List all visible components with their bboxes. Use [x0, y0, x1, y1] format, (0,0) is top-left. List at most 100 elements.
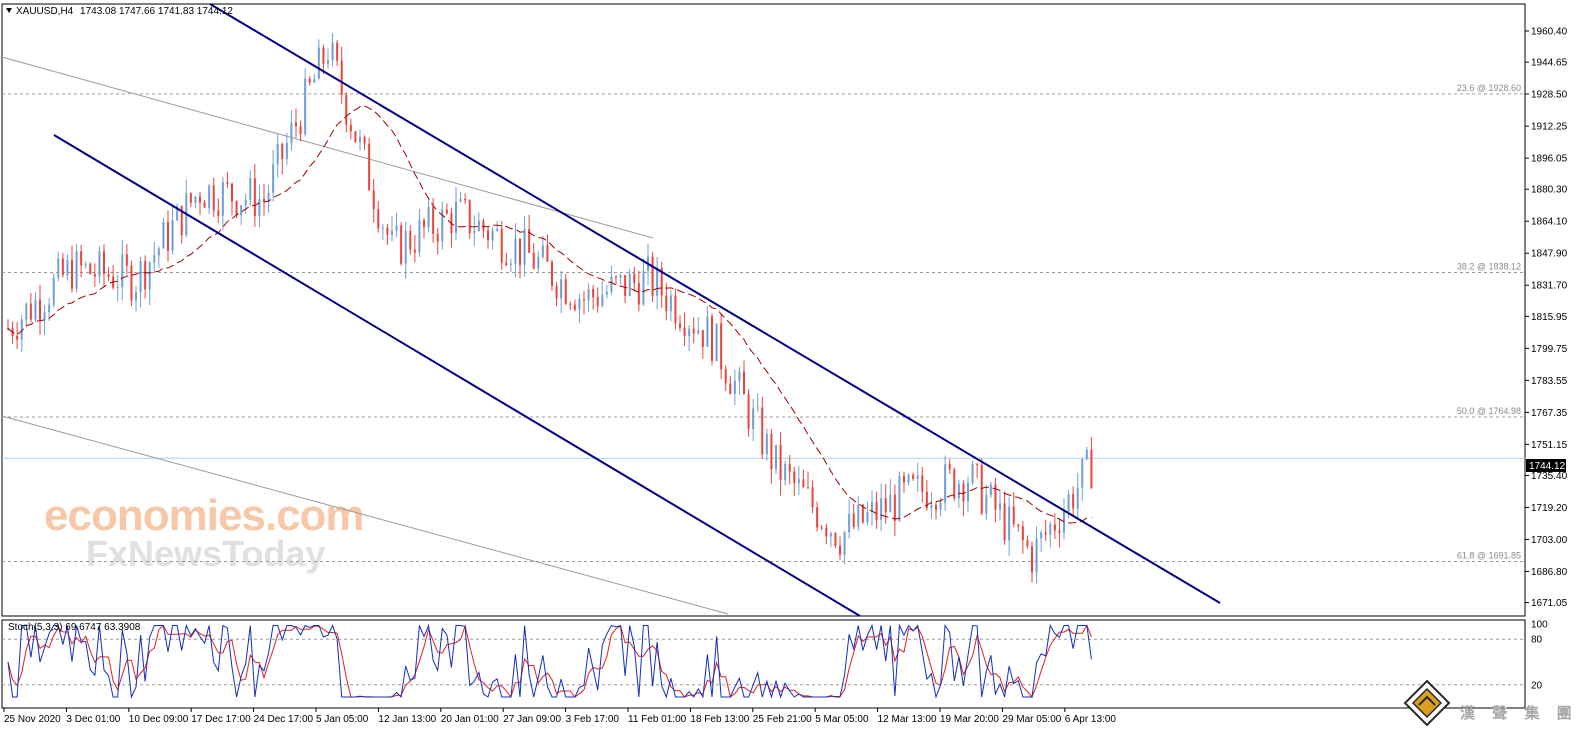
time-tick-label: 24 Dec 17:00: [254, 714, 314, 725]
candle-body: [674, 295, 677, 324]
candle-body: [807, 487, 809, 489]
candle-body: [413, 249, 416, 253]
candle-body: [761, 407, 764, 455]
candle-body: [985, 495, 988, 514]
candle-body: [724, 369, 727, 384]
price-tick-label: 1896.05: [1531, 154, 1568, 165]
time-tick-label: 25 Feb 21:00: [753, 714, 812, 725]
fibonacci-levels: 23.6 @ 1928.60 38.2 @ 1838.12 50.0 @ 1764.…: [2, 83, 1525, 562]
candle-body: [953, 469, 956, 499]
candle-body: [89, 263, 92, 275]
candle-body: [468, 200, 471, 234]
candle-body: [212, 185, 215, 211]
candle-body: [299, 126, 302, 135]
symbol-dropdown-icon[interactable]: [6, 8, 12, 13]
candle-body: [84, 263, 87, 266]
time-axis: 25 Nov 2020 3 Dec 01:00 10 Dec 09:00 17 Dec…: [3, 708, 1117, 725]
candle-body: [555, 285, 558, 299]
candle-body: [203, 202, 206, 208]
candle-body: [697, 330, 700, 334]
price-tick-label: 1831.70: [1531, 281, 1568, 292]
candle-body: [889, 494, 892, 513]
candle-body: [43, 312, 46, 320]
candle-body: [866, 512, 869, 523]
candle-body: [20, 319, 23, 340]
candle-body: [176, 205, 179, 221]
candle-body: [875, 502, 878, 520]
candle-body: [720, 323, 723, 370]
candle-body: [651, 256, 654, 296]
candle-body: [491, 230, 494, 241]
price-tick-label: 1686.80: [1531, 567, 1568, 578]
candle-body: [948, 464, 951, 470]
time-tick-label: 6 Apr 13:00: [1065, 714, 1117, 725]
candle-body: [148, 262, 151, 290]
candle-body: [514, 238, 517, 264]
candle-body: [628, 273, 631, 297]
candle-body: [820, 527, 823, 529]
price-tick-label: 1735.40: [1531, 471, 1568, 482]
candle-body: [523, 229, 526, 265]
candle-body: [569, 303, 572, 305]
time-tick-label: 25 Nov 2020: [4, 714, 61, 725]
channel-upper-line[interactable]: [209, 3, 1221, 604]
candle-body: [692, 328, 695, 334]
candle-body: [573, 304, 576, 310]
candle-body: [532, 252, 535, 269]
candle-body: [345, 94, 348, 125]
candle-body: [455, 201, 457, 234]
candle-body: [715, 323, 718, 361]
candle-body: [162, 221, 165, 249]
candle-body: [1053, 524, 1056, 531]
stoch-label: Stoch(5,3,3) 69.6747 63.3908: [8, 622, 141, 633]
candle-body: [893, 494, 896, 521]
price-tick-label: 1719.20: [1531, 503, 1568, 514]
candle-body: [400, 225, 403, 264]
candle-body: [605, 291, 608, 295]
candle-body: [75, 251, 78, 289]
candle-body: [208, 185, 211, 208]
candle-body: [235, 201, 238, 216]
candle-body: [551, 261, 553, 286]
moving-average-line: [7, 105, 1092, 524]
candle-body: [509, 263, 512, 265]
candle-body: [317, 47, 320, 79]
candle-body: [528, 229, 531, 253]
price-tick-label: 1912.25: [1531, 122, 1568, 133]
candle-body: [368, 143, 371, 191]
candle-body: [322, 47, 325, 64]
candle-body: [1026, 540, 1029, 547]
candle-body: [592, 288, 595, 298]
candle-body: [372, 190, 375, 210]
candle-body: [1021, 526, 1024, 541]
watermark-fxnewstoday: FxNewsToday: [86, 533, 325, 574]
gray-trendline-upper[interactable]: [1, 56, 654, 239]
candle-body: [976, 464, 979, 466]
candles: [7, 33, 1093, 584]
channel-lower-line[interactable]: [53, 134, 861, 617]
candle-body: [743, 371, 745, 395]
candle-body: [281, 143, 284, 160]
candle-body: [432, 206, 435, 235]
candle-body: [445, 209, 448, 214]
time-tick-label: 20 Jan 01:00: [441, 714, 499, 725]
gray-trendline-lower[interactable]: [1, 415, 729, 615]
candle-body: [546, 245, 549, 262]
candle-body: [441, 209, 444, 242]
candle-body: [701, 330, 704, 347]
candle-body: [473, 230, 476, 234]
candle-body: [669, 295, 672, 312]
candle-body: [843, 532, 846, 555]
candle-body: [861, 504, 864, 523]
fib-level-label: 61.8 @ 1691.85: [1457, 550, 1521, 560]
candle-body: [404, 230, 407, 264]
candle-body: [477, 220, 480, 231]
time-tick-label: 27 Jan 09:00: [503, 714, 561, 725]
candle-body: [25, 303, 28, 320]
fib-level-label: 50.0 @ 1764.98: [1457, 406, 1521, 416]
candle-body: [153, 255, 156, 263]
svg-text:XAUUSD,H4 1743.08 1747.6: XAUUSD,H4 1743.08 1747.66 1741.83 1744.1…: [16, 6, 233, 17]
candle-body: [290, 122, 293, 143]
candle-body: [537, 256, 540, 269]
